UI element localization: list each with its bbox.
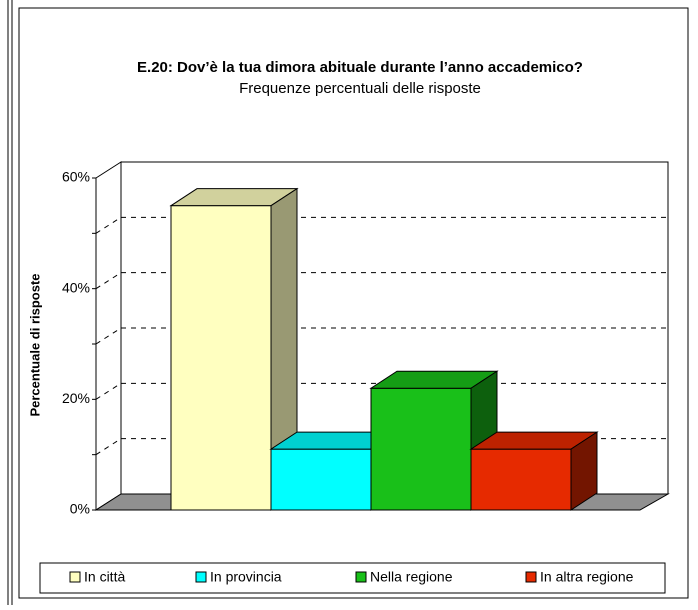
legend-label: In città [84,569,125,585]
minor-grid-line [95,216,122,234]
minor-grid-line [95,438,122,456]
y-tick-label: 60% [62,169,90,185]
grid-line [95,382,122,400]
y-axis-label: Percentuale di risposte [27,273,42,416]
legend-swatch [69,571,81,583]
legend-swatch [195,571,207,583]
legend-swatch [525,571,537,583]
bar [470,448,572,511]
chart-border [18,7,689,599]
bar-side [570,431,598,511]
y-tick-label: 40% [62,279,90,295]
y-tick-label: 0% [70,501,90,517]
y-tick-label: 20% [62,390,90,406]
minor-grid-line [95,327,122,345]
bar [170,205,272,511]
grid-line [95,272,122,290]
legend-label: In provincia [210,569,282,585]
legend-label: In altra regione [540,569,634,585]
legend-label: Nella regione [370,569,453,585]
chart-title: E.20: Dov’è la tua dimora abituale duran… [137,59,583,76]
legend-swatch [355,571,367,583]
bar [270,448,372,511]
legend-box [39,562,666,594]
chart-subtitle: Frequenze percentuali delle risposte [239,80,481,97]
bar [370,387,472,511]
